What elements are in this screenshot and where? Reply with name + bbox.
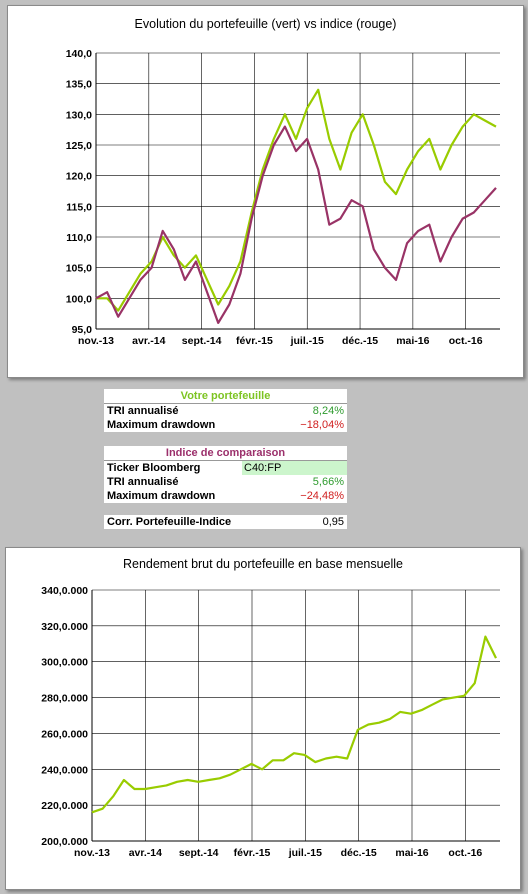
monthly-return-chart: 200,0.000 220,0.000 240,0.000 260,0.000 280,…	[41, 585, 500, 859]
series-line-0	[96, 88, 497, 312]
ticker-row: Ticker Bloomberg C40:FP	[104, 461, 347, 475]
series-line-0	[91, 635, 497, 814]
y-tick-label: 125,0	[66, 140, 92, 152]
index-drawdown-label: Maximum drawdown	[107, 490, 216, 502]
x-tick-label: sept.-14	[179, 847, 219, 859]
y-tick-label: 135,0	[66, 79, 92, 91]
portfolio-stats-table: Votre portefeuille TRI annualisé 8,24% M…	[104, 389, 347, 432]
index-drawdown-row: Maximum drawdown −24,48%	[104, 489, 347, 503]
monthly-return-chart-panel: Rendement brut du portefeuille en base m…	[5, 547, 521, 890]
correlation-table: Corr. Portefeuille-Indice 0,95	[104, 515, 347, 529]
index-tri-row: TRI annualisé 5,66%	[104, 475, 347, 489]
x-tick-label: mai-16	[395, 847, 428, 859]
correlation-value: 0,95	[322, 516, 344, 528]
x-tick-label: déc.-15	[341, 847, 377, 859]
x-tick-label: févr.-15	[236, 335, 273, 347]
tri-row: TRI annualisé 8,24%	[104, 404, 347, 418]
y-tick-label: 320,0.000	[41, 621, 88, 633]
drawdown-row: Maximum drawdown −18,04%	[104, 418, 347, 432]
y-tick-label: 220,0.000	[41, 800, 88, 812]
y-tick-label: 340,0.000	[41, 585, 88, 597]
portfolio-vs-index-chart-panel: Evolution du portefeuille (vert) vs indi…	[7, 5, 524, 378]
index-drawdown-value: −24,48%	[300, 490, 344, 502]
drawdown-label: Maximum drawdown	[107, 419, 216, 431]
x-tick-label: févr.-15	[234, 847, 271, 859]
y-tick-label: 95,0	[72, 324, 93, 336]
index-stats-table: Indice de comparaison Ticker Bloomberg C…	[104, 446, 347, 503]
x-tick-label: avr.-14	[129, 847, 162, 859]
y-tick-label: 280,0.000	[41, 693, 88, 705]
y-tick-label: 300,0.000	[41, 657, 88, 669]
x-tick-label: oct.-16	[449, 335, 483, 347]
y-tick-label: 115,0	[66, 201, 92, 213]
x-tick-label: déc.-15	[342, 335, 378, 347]
x-tick-label: nov.-13	[78, 335, 114, 347]
x-tick-label: juil.-15	[288, 847, 322, 859]
x-tick-label: juil.-15	[290, 335, 324, 347]
index-tri-label: TRI annualisé	[107, 476, 179, 488]
x-tick-label: sept.-14	[182, 335, 222, 347]
tri-value: 8,24%	[312, 405, 344, 417]
correlation-row: Corr. Portefeuille-Indice 0,95	[104, 515, 347, 529]
x-tick-label: avr.-14	[132, 335, 165, 347]
y-tick-label: 110,0	[66, 232, 92, 244]
correlation-label: Corr. Portefeuille-Indice	[107, 516, 232, 528]
index-table-header: Indice de comparaison	[104, 446, 347, 461]
portfolio-table-header: Votre portefeuille	[104, 389, 347, 404]
y-tick-label: 105,0	[66, 263, 92, 275]
x-tick-label: nov.-13	[74, 847, 110, 859]
ticker-label: Ticker Bloomberg	[107, 462, 201, 474]
tri-label: TRI annualisé	[107, 405, 179, 417]
y-tick-label: 140,0	[66, 48, 92, 60]
y-tick-label: 200,0.000	[41, 836, 88, 848]
index-tri-value: 5,66%	[312, 476, 344, 488]
x-tick-label: oct.-16	[448, 847, 482, 859]
ticker-input[interactable]: C40:FP	[242, 461, 347, 475]
y-tick-label: 120,0	[66, 171, 92, 183]
portfolio-vs-index-chart: 95,0 100,0 105,0 110,0 115,0 120,0 125,0 130,0 1…	[66, 48, 500, 347]
y-tick-label: 130,0	[66, 109, 92, 121]
y-tick-label: 100,0	[66, 293, 92, 305]
y-tick-label: 240,0.000	[41, 764, 88, 776]
chart-title: Rendement brut du portefeuille en base m…	[122, 557, 404, 571]
drawdown-value: −18,04%	[300, 419, 344, 431]
chart-title: Evolution du portefeuille (vert) vs indi…	[134, 17, 397, 31]
x-tick-label: mai-16	[396, 335, 429, 347]
y-tick-label: 260,0.000	[41, 728, 88, 740]
series-line-1	[95, 125, 497, 324]
